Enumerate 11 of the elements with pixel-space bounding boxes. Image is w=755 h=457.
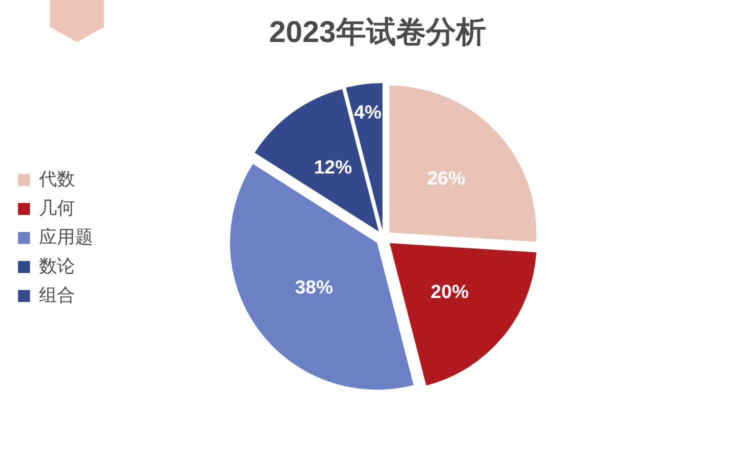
data-label: 4% [354, 102, 382, 124]
chart-title: 2023年试卷分析 [268, 15, 487, 51]
legend-label: 几何 [39, 198, 75, 218]
legend-label: 应用题 [39, 226, 93, 247]
data-label: 20% [430, 282, 469, 303]
data-label: 12% [314, 158, 352, 179]
data-label: 26% [427, 168, 466, 190]
data-label: 38% [294, 278, 334, 299]
legend-label: 代数 [38, 168, 75, 189]
legend-label: 组合 [39, 284, 75, 305]
legend-label: 数论 [39, 256, 75, 276]
